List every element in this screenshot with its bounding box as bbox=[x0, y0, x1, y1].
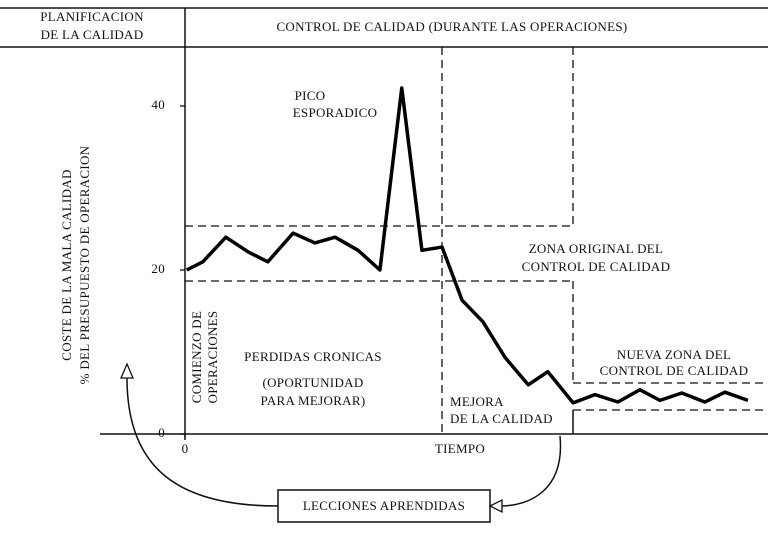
annotation: ESPORADICO bbox=[293, 105, 378, 120]
x-label: TIEMPO bbox=[435, 441, 485, 456]
arrow-head bbox=[120, 362, 134, 379]
annotation: NUEVA ZONA DEL bbox=[617, 347, 731, 362]
annotation: CONTROL DE CALIDAD bbox=[600, 363, 749, 378]
y-label: % DEL PRESUPUESTO DE OPERACION bbox=[77, 145, 92, 384]
lessons-label: LECCIONES APRENDIDAS bbox=[303, 498, 465, 513]
header-left: PLANIFICACION bbox=[40, 9, 144, 24]
annotation: DE LA CALIDAD bbox=[450, 411, 553, 426]
annotation: PICO bbox=[295, 88, 326, 103]
annotation: MEJORA bbox=[450, 394, 504, 409]
arrow-head bbox=[488, 498, 503, 514]
feedback-arrow bbox=[499, 435, 562, 507]
annotation: ZONA ORIGINAL DEL bbox=[529, 241, 664, 256]
y-tick-label: 0 bbox=[158, 425, 165, 440]
data-line bbox=[185, 86, 749, 405]
header-left: DE LA CALIDAD bbox=[41, 27, 144, 42]
annotation: PERDIDAS CRONICAS bbox=[244, 349, 382, 364]
annotation: PARA MEJORAR) bbox=[261, 393, 366, 408]
annotation: (OPORTUNIDAD bbox=[262, 375, 363, 390]
feedback-arrow bbox=[126, 377, 279, 507]
annotation: OPERACIONES bbox=[205, 311, 220, 404]
x-tick-label: 0 bbox=[182, 441, 189, 456]
annotation: CONTROL DE CALIDAD bbox=[522, 259, 671, 274]
header-right: CONTROL DE CALIDAD (DURANTE LAS OPERACIO… bbox=[276, 19, 627, 34]
y-label: COSTE DE LA MALA CALIDAD bbox=[59, 169, 74, 360]
y-tick-label: 20 bbox=[151, 261, 165, 276]
annotation: COMIENZO DE bbox=[189, 311, 204, 404]
y-tick-label: 40 bbox=[151, 97, 165, 112]
